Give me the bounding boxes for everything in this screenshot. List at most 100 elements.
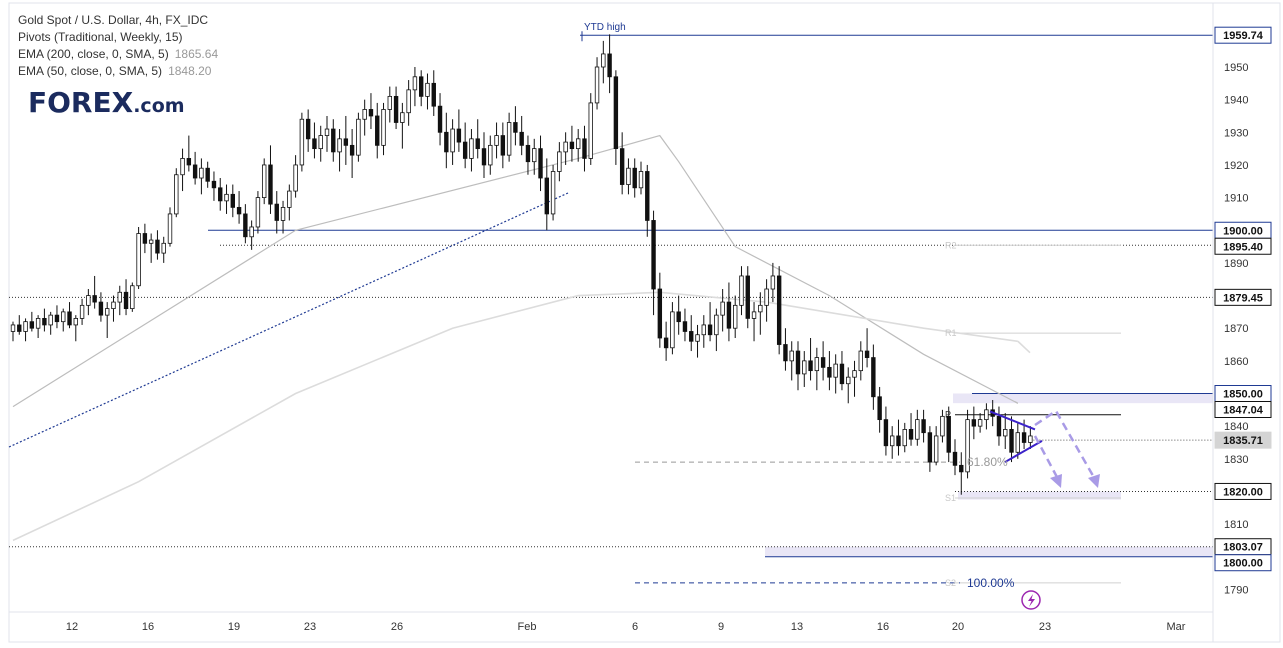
candle-body bbox=[670, 311, 675, 349]
candle-body bbox=[186, 158, 192, 166]
candle-body bbox=[54, 314, 60, 323]
x-tick-label: 6 bbox=[632, 621, 638, 633]
y-tick-label: 1810 bbox=[1224, 519, 1248, 531]
lower-support-zone bbox=[765, 546, 1213, 557]
legend-ema200-label: EMA (200, close, 0, SMA, 5) bbox=[18, 47, 169, 61]
candle-body bbox=[494, 135, 499, 146]
y-tick-label: 1830 bbox=[1224, 454, 1248, 466]
y-tick-label: 1870 bbox=[1224, 323, 1248, 335]
candle-body bbox=[249, 226, 254, 238]
candle-body bbox=[921, 419, 926, 434]
candle-body bbox=[576, 138, 581, 150]
candle-body bbox=[959, 464, 964, 473]
candle-body bbox=[569, 141, 575, 150]
candle-body bbox=[720, 301, 725, 316]
ytd-high-label: YTD high bbox=[584, 22, 626, 33]
candle-body bbox=[745, 275, 750, 319]
candle-body bbox=[418, 76, 424, 97]
candle-body bbox=[613, 76, 619, 150]
projection-arrowhead-outer bbox=[1088, 474, 1100, 488]
candle-body bbox=[1021, 432, 1027, 443]
candle-body bbox=[902, 429, 907, 447]
candle-body bbox=[839, 363, 845, 385]
candle-body bbox=[136, 233, 141, 287]
x-tick-label: 20 bbox=[952, 621, 964, 633]
candle-body bbox=[915, 419, 920, 440]
time-axis[interactable]: 12 16 19 23 26 Feb 6 9 13 16 20 23 Mar bbox=[66, 621, 1186, 633]
candle-body bbox=[343, 138, 349, 146]
legend-ema200: EMA (200, close, 0, SMA, 5) 1865.64 bbox=[18, 46, 218, 63]
candle-body bbox=[833, 363, 838, 378]
candle-body bbox=[877, 396, 882, 421]
triangle-upper-line bbox=[989, 410, 1036, 431]
candle-body bbox=[770, 275, 776, 290]
candle-body bbox=[205, 167, 210, 182]
price-axis[interactable]: 1790180018101820183018401850186018701880… bbox=[1214, 26, 1272, 596]
candle-body bbox=[111, 301, 116, 310]
pivot-s1-label: S1 bbox=[945, 493, 956, 503]
x-tick-label: 19 bbox=[228, 621, 240, 633]
y-tick-label: 1930 bbox=[1224, 127, 1248, 139]
price-label-box bbox=[1214, 431, 1272, 449]
candle-body bbox=[475, 138, 480, 150]
candle-body bbox=[61, 311, 66, 323]
candle-body bbox=[657, 288, 663, 339]
candle-body bbox=[437, 105, 443, 133]
candle-body bbox=[79, 304, 85, 319]
candle-body bbox=[820, 357, 826, 368]
candle-body bbox=[607, 53, 612, 78]
candle-body bbox=[626, 167, 631, 185]
candle-body bbox=[293, 164, 298, 192]
lightning-icon[interactable] bbox=[1021, 590, 1041, 610]
fib-618-label: 61.80% bbox=[967, 455, 1008, 469]
candle-body bbox=[92, 295, 97, 303]
candle-body bbox=[689, 331, 694, 342]
candle-body bbox=[406, 89, 411, 114]
candle-body bbox=[218, 187, 223, 202]
candle-body bbox=[174, 174, 179, 215]
candle-body bbox=[362, 109, 367, 120]
candle-body bbox=[827, 366, 832, 378]
candle-body bbox=[795, 350, 801, 375]
price-label: 1803.07 bbox=[1223, 542, 1263, 554]
candle-body bbox=[557, 151, 562, 172]
candle-body bbox=[733, 304, 738, 329]
candle-body bbox=[952, 451, 958, 466]
candle-body bbox=[224, 193, 229, 202]
candle-body bbox=[1009, 429, 1014, 453]
candle-body bbox=[814, 357, 820, 372]
legend-ema50-value: 1848.20 bbox=[168, 64, 212, 78]
candle-body bbox=[538, 148, 543, 179]
candle-body bbox=[996, 415, 1002, 437]
candle-body bbox=[148, 239, 154, 244]
x-tick-label: 12 bbox=[66, 621, 78, 633]
candle-body bbox=[858, 350, 863, 372]
x-tick-label: 13 bbox=[791, 621, 803, 633]
price-label: 1850.00 bbox=[1223, 389, 1263, 401]
candle-body bbox=[255, 197, 261, 228]
projection-arrowhead-inner bbox=[1050, 474, 1062, 488]
candle-body bbox=[29, 321, 35, 329]
price-label-box bbox=[1214, 482, 1272, 500]
price-label: 1959.74 bbox=[1223, 30, 1264, 42]
x-tick-label: 26 bbox=[391, 621, 403, 633]
candle-body bbox=[513, 122, 518, 133]
price-label: 1820.00 bbox=[1223, 486, 1263, 498]
candle-body bbox=[23, 321, 28, 332]
candle-body bbox=[971, 419, 977, 427]
projection-path-inner bbox=[1033, 435, 1060, 480]
ema200-tail bbox=[1017, 340, 1031, 354]
x-tick-label: 16 bbox=[142, 621, 154, 633]
candle-body bbox=[67, 311, 72, 326]
candle-body bbox=[726, 301, 732, 329]
candle-body bbox=[789, 350, 794, 362]
candle-body bbox=[10, 324, 16, 332]
pivot-r1-label: R1 bbox=[945, 328, 957, 338]
candle-body bbox=[714, 314, 719, 336]
candle-body bbox=[236, 206, 242, 215]
candle-body bbox=[450, 128, 455, 153]
candle-body bbox=[676, 311, 681, 323]
candle-body bbox=[462, 141, 468, 159]
candles-layer bbox=[10, 34, 1033, 495]
